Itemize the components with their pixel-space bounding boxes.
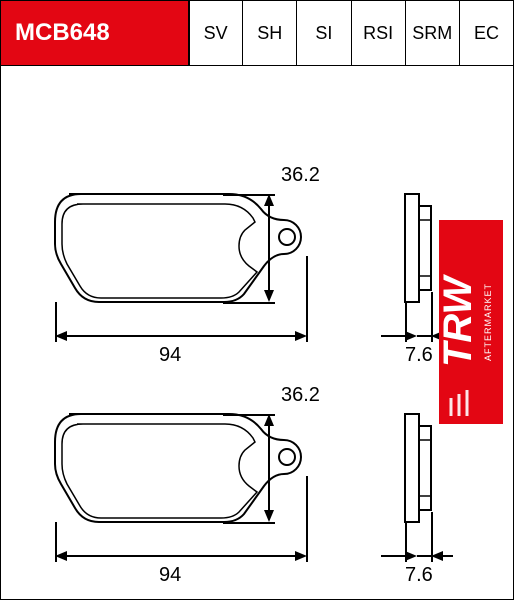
code-sv: SV	[189, 1, 242, 65]
trw-logo: TRW AFTERMARKET	[439, 220, 503, 424]
dim-thick-1: 7.6	[405, 344, 433, 367]
dim-height-1: 36.2	[281, 164, 320, 187]
pad1-front	[39, 184, 319, 312]
dim-width-1: 94	[159, 344, 181, 367]
ext-line	[223, 522, 275, 524]
part-number-cell: MCB648	[1, 1, 189, 65]
svg-text:TRW: TRW	[439, 274, 480, 368]
svg-text:AFTERMARKET: AFTERMARKET	[483, 283, 493, 361]
pad2-front	[39, 404, 319, 532]
diagram-frame: MCB648 SV SH SI RSI SRM EC	[0, 0, 514, 600]
code-srm: SRM	[405, 1, 459, 65]
part-number: MCB648	[15, 19, 110, 47]
dim-thick-2: 7.6	[405, 564, 433, 587]
code-rsi: RSI	[351, 1, 405, 65]
ext-line	[306, 256, 308, 342]
dim-height-2: 36.2	[281, 384, 320, 407]
pad2-side	[397, 404, 441, 532]
code-ec: EC	[459, 1, 513, 65]
pad1-side	[397, 184, 441, 312]
code-si: SI	[296, 1, 350, 65]
drawing-area: 36.2 94 7.6 36.2 94 7.6	[1, 66, 513, 600]
code-sh: SH	[242, 1, 296, 65]
header-row: MCB648 SV SH SI RSI SRM EC	[1, 1, 513, 66]
ext-line	[306, 476, 308, 562]
ext-line	[223, 302, 275, 304]
variant-codes: SV SH SI RSI SRM EC	[189, 1, 513, 65]
dim-width-2: 94	[159, 564, 181, 587]
